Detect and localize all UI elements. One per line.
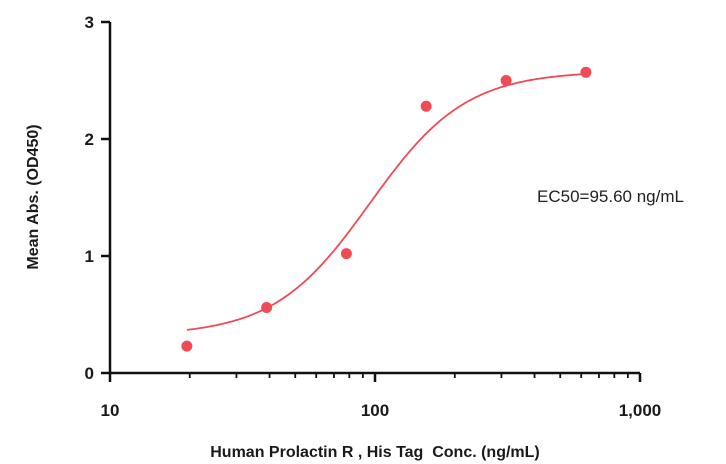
data-point [340,248,352,260]
data-point [420,100,432,112]
data-point [500,75,512,86]
data-points [181,66,592,352]
data-point [181,340,193,352]
y-tick-label: 0 [85,364,94,383]
y-tick-label: 2 [85,130,94,149]
y-axis-title: Mean Abs. (OD450) [25,124,42,269]
data-point [580,66,592,78]
x-tick-label: 100 [361,401,389,420]
data-point [261,301,273,313]
x-tick-label: 1,000 [619,401,662,420]
x-axis-title: Human Prolactin R , His Tag Conc. (ng/mL… [210,444,540,461]
fit-curve-group [186,73,586,331]
y-tick-label: 3 [85,13,94,32]
fit-curve [186,73,586,331]
x-tick-label: 10 [101,401,120,420]
ticks: 0 1 2 3 10 100 1,000 [85,13,662,420]
ec50-annotation: EC50=95.60 ng/mL [537,187,684,206]
y-tick-label: 1 [85,247,94,266]
